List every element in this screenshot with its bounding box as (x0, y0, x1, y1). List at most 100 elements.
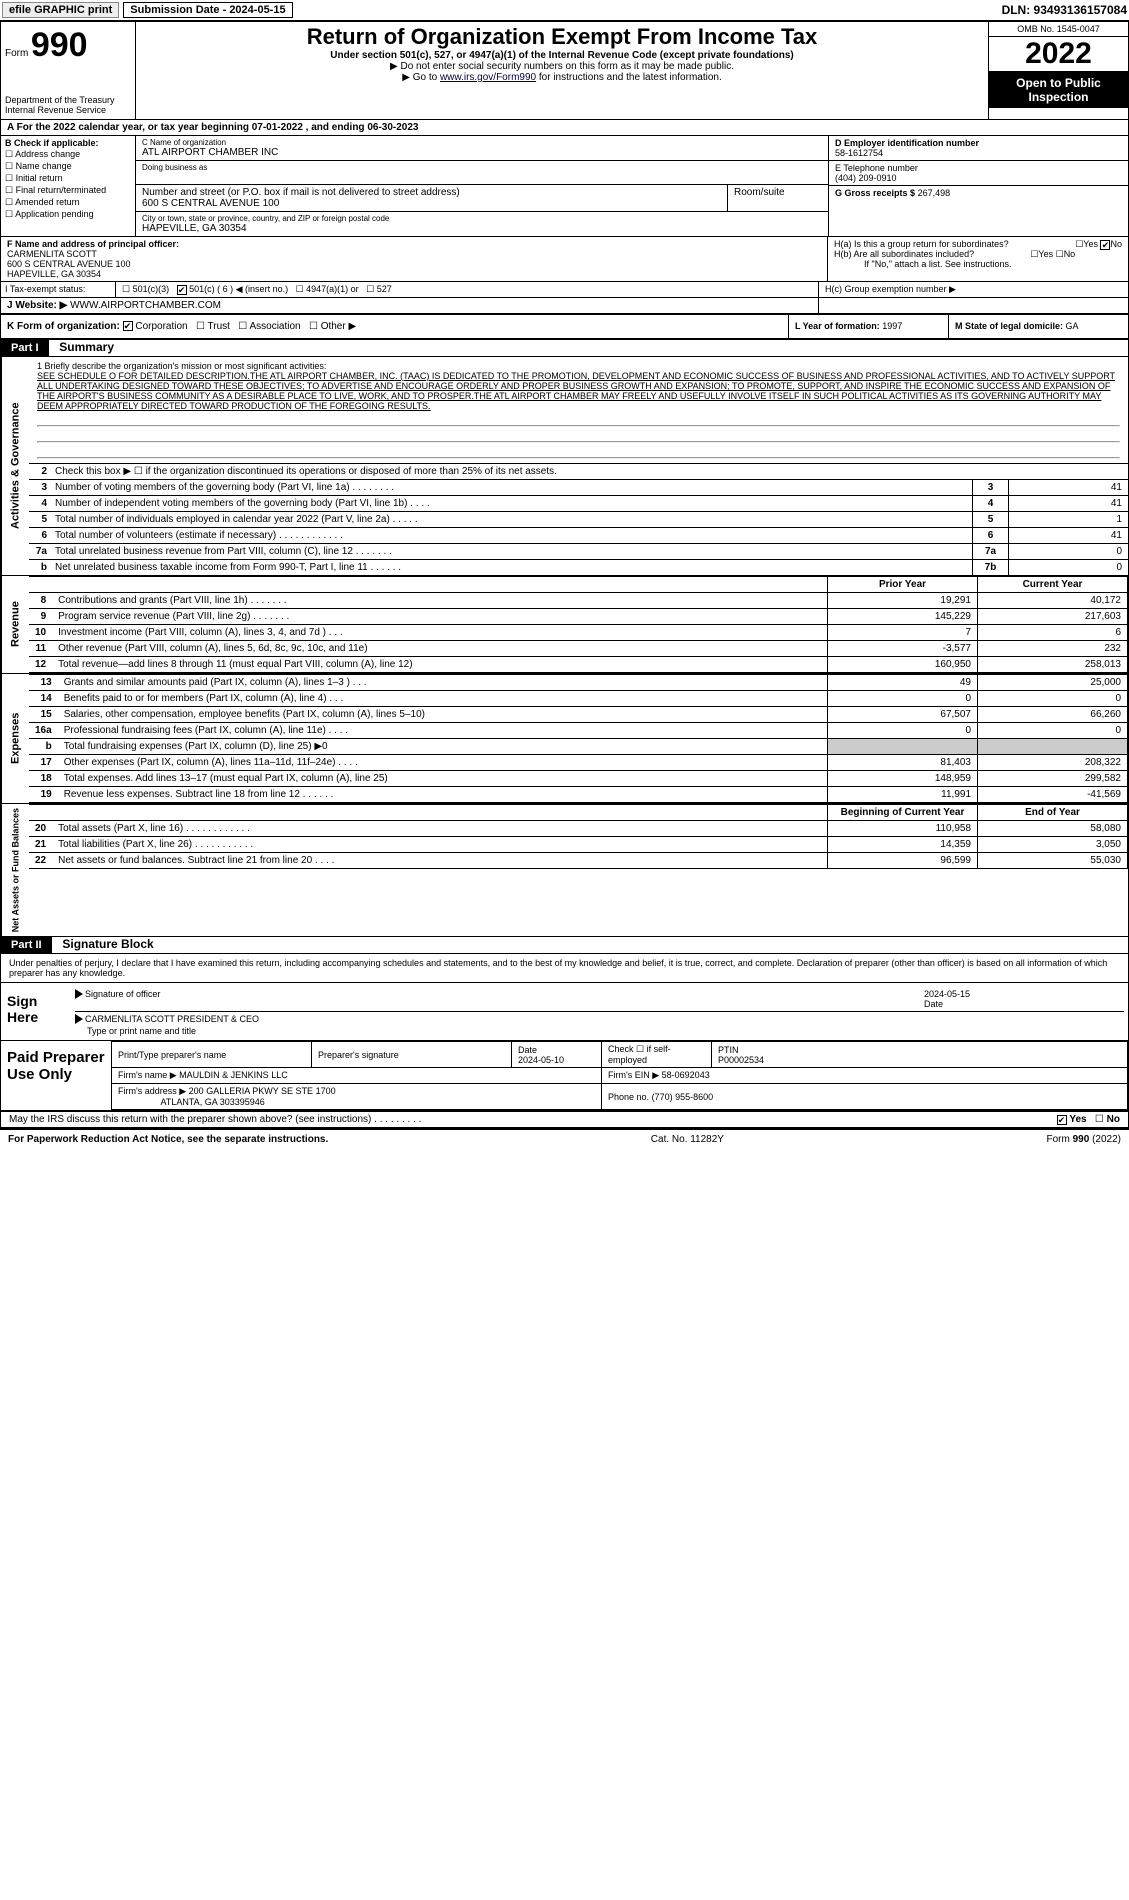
sig-officer-lbl: Signature of officer (85, 989, 924, 1009)
table-row: 12Total revenue—add lines 8 through 11 (… (29, 657, 1128, 673)
street-lbl: Number and street (or P.O. box if mail i… (142, 187, 721, 198)
table-row: 10Investment income (Part VIII, column (… (29, 625, 1128, 641)
sign-here-row: Sign Here Signature of officer 2024-05-1… (1, 983, 1128, 1041)
firm-name: MAULDIN & JENKINS LLC (179, 1070, 288, 1080)
net-hdr: Beginning of Current Year End of Year (29, 805, 1128, 821)
ha-no-check (1100, 240, 1110, 250)
line-4: 4 Number of independent voting members o… (29, 496, 1128, 512)
mission-text: SEE SCHEDULE O FOR DETAILED DESCRIPTION.… (37, 371, 1120, 411)
table-row: 18Total expenses. Add lines 13–17 (must … (29, 771, 1128, 787)
k-trust: Trust (208, 321, 230, 332)
cy-hdr: Current Year (978, 577, 1128, 593)
l4b: 4 (972, 496, 1008, 511)
chk-name-change[interactable]: ☐ Name change (5, 161, 131, 172)
preparer-label: Paid Preparer Use Only (1, 1041, 111, 1110)
j-lbl: J Website: ▶ (7, 300, 67, 311)
l7av: 0 (1008, 544, 1128, 559)
entity-block: B Check if applicable: ☐ Address change … (1, 136, 1128, 237)
year-formation: 1997 (882, 321, 902, 331)
d-lbl: D Employer identification number (835, 138, 979, 148)
m-lbl: M State of legal domicile: (955, 321, 1063, 331)
section-b: B Check if applicable: ☐ Address change … (1, 136, 136, 236)
mission-lead: 1 Briefly describe the organization's mi… (37, 361, 1120, 371)
hb-no: No (1064, 249, 1076, 259)
hb-yes: Yes (1038, 249, 1053, 259)
hb-lbl: H(b) Are all subordinates included? (834, 249, 974, 259)
sig-date-lbl: Date (924, 999, 943, 1009)
dba-lbl: Doing business as (142, 163, 822, 172)
l7bv: 0 (1008, 560, 1128, 575)
type-print-lbl: Type or print name and title (75, 1026, 1124, 1036)
n7a: 7a (29, 544, 51, 559)
firm-addr-lbl: Firm's address ▶ (118, 1086, 186, 1096)
k-corp-check (123, 321, 133, 331)
firm-phone: (770) 955-8600 (652, 1092, 714, 1102)
chk-lbl: Final return/terminated (16, 185, 107, 195)
officer-sig-name: CARMENLITA SCOTT PRESIDENT & CEO (85, 1014, 259, 1024)
l4d: Number of independent voting members of … (51, 496, 972, 511)
chk-app-pending[interactable]: ☐ Application pending (5, 209, 131, 220)
c-name-lbl: C Name of organization (142, 138, 822, 147)
footer: For Paperwork Reduction Act Notice, see … (0, 1130, 1129, 1149)
h-a: H(a) Is this a group return for subordin… (834, 239, 1122, 249)
subtitle-1: Under section 501(c), 527, or 4947(a)(1)… (142, 50, 982, 61)
part1-header: Part I Summary (1, 340, 1128, 357)
l5d: Total number of individuals employed in … (51, 512, 972, 527)
table-row: 8Contributions and grants (Part VIII, li… (29, 593, 1128, 609)
chk-address-change[interactable]: ☐ Address change (5, 149, 131, 160)
prep-row1: Print/Type preparer's name Preparer's si… (112, 1042, 1128, 1068)
street-cell: Number and street (or P.O. box if mail i… (136, 185, 728, 211)
chk-lbl: Name change (16, 161, 72, 171)
py-hdr: Prior Year (828, 577, 978, 593)
chk-lbl: Address change (15, 149, 80, 159)
expenses-table: 13Grants and similar amounts paid (Part … (29, 674, 1128, 803)
form-title: Return of Organization Exempt From Incom… (142, 24, 982, 50)
ptin: P00002534 (718, 1055, 764, 1065)
table-row: 14Benefits paid to or for members (Part … (29, 691, 1128, 707)
k-corp: Corporation (135, 321, 187, 332)
exp-body: 13Grants and similar amounts paid (Part … (29, 674, 1128, 803)
discuss-yes-check (1057, 1115, 1067, 1125)
l7ad: Total unrelated business revenue from Pa… (51, 544, 972, 559)
chk-amended[interactable]: ☐ Amended return (5, 197, 131, 208)
city: HAPEVILLE, GA 30354 (142, 223, 822, 234)
chk-initial[interactable]: ☐ Initial return (5, 173, 131, 184)
l5v: 1 (1008, 512, 1128, 527)
sign-here-label: Sign Here (1, 983, 71, 1040)
efile-print-button[interactable]: efile GRAPHIC print (2, 2, 119, 18)
section-f: F Name and address of principal officer:… (1, 237, 828, 281)
open-public: Open to Public Inspection (989, 72, 1128, 108)
h-c: H(c) Group exemption number ▶ (818, 282, 1128, 297)
h-b-note: If "No," attach a list. See instructions… (834, 259, 1122, 269)
ha-no: No (1110, 239, 1122, 249)
l7bb: 7b (972, 560, 1008, 575)
mission: 1 Briefly describe the organization's mi… (29, 357, 1128, 464)
street: 600 S CENTRAL AVENUE 100 (142, 198, 721, 209)
table-row: 9Program service revenue (Part VIII, lin… (29, 609, 1128, 625)
chk-lbl: Initial return (16, 173, 63, 183)
n7b: b (29, 560, 51, 575)
irs-link[interactable]: www.irs.gov/Form990 (440, 72, 536, 83)
officer-name: CARMENLITA SCOTT (7, 249, 97, 259)
entity-right: D Employer identification number 58-1612… (828, 136, 1128, 236)
n5: 5 (29, 512, 51, 527)
city-cell: City or town, state or province, country… (136, 212, 828, 236)
firm-ein: 58-0692043 (662, 1070, 710, 1080)
i-opt3: 4947(a)(1) or (306, 284, 359, 294)
line-2-desc: Check this box ▶ ☐ if the organization d… (51, 464, 1128, 479)
side-gov: Activities & Governance (1, 357, 29, 575)
chk-final[interactable]: ☐ Final return/terminated (5, 185, 131, 196)
side-exp: Expenses (1, 674, 29, 803)
side-rev: Revenue (1, 576, 29, 673)
submission-date: Submission Date - 2024-05-15 (123, 2, 292, 18)
discuss-yes: Yes (1069, 1114, 1086, 1125)
l6b: 6 (972, 528, 1008, 543)
gross-receipts: 267,498 (918, 188, 951, 198)
j-row: J Website: ▶ WWW.AIRPORTCHAMBER.COM (1, 298, 1128, 315)
net-body: Beginning of Current Year End of Year 20… (29, 804, 1128, 936)
org-name-cell: C Name of organization ATL AIRPORT CHAMB… (136, 136, 828, 161)
i-opt1: 501(c)(3) (133, 284, 170, 294)
l7ab: 7a (972, 544, 1008, 559)
footer-left: For Paperwork Reduction Act Notice, see … (8, 1134, 328, 1145)
firm-ein-lbl: Firm's EIN ▶ (608, 1070, 659, 1080)
